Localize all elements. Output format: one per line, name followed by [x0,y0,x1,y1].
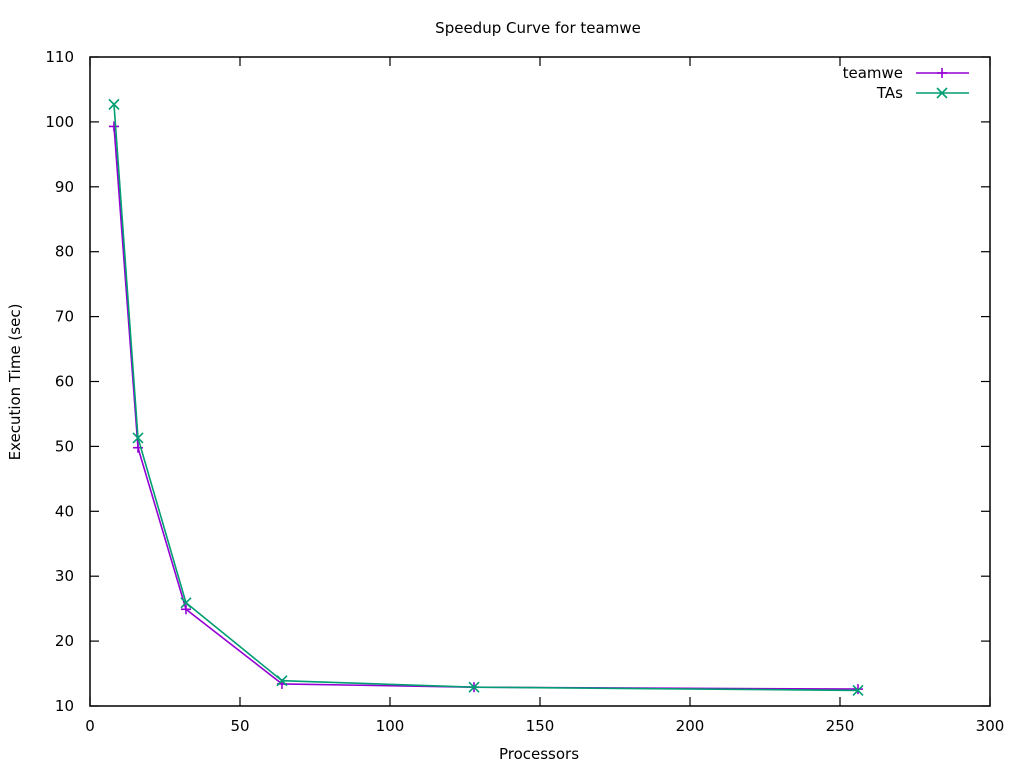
data-point [180,597,192,609]
y-axis-label: Execution Time (sec) [6,304,24,461]
x-tick-label: 50 [230,717,249,735]
y-tick-label: 80 [55,243,74,261]
legend-item: TAs [876,84,969,102]
y-tick-label: 90 [55,178,74,196]
y-tick-label: 20 [55,632,74,650]
y-tick-label: 30 [55,567,74,585]
series-tas [108,98,864,696]
series-teamwe [109,121,863,695]
chart-title: Speedup Curve for teamwe [435,19,641,37]
x-tick-label: 200 [676,717,705,735]
y-tick-label: 100 [45,113,74,131]
legend-label: TAs [876,84,903,102]
legend: teamwe TAs [843,64,969,102]
y-tick-label: 40 [55,502,74,520]
y-tick-label: 50 [55,437,74,455]
x-tick-label: 300 [976,717,1005,735]
x-axis-ticks: 0 50 100 150 200 250 300 [85,57,1004,735]
data-point [852,684,864,696]
legend-item: teamwe [843,64,969,82]
y-tick-label: 110 [45,48,74,66]
y-axis-ticks: 10 20 30 40 50 60 70 80 90 100 110 [45,48,990,715]
data-point [132,432,144,444]
x-tick-label: 0 [85,717,95,735]
y-tick-label: 10 [55,697,74,715]
data-point [108,98,120,110]
series-layer [108,98,864,696]
y-tick-label: 70 [55,308,74,326]
data-point [853,684,863,695]
legend-marker [936,87,948,99]
x-tick-label: 100 [376,717,405,735]
legend-marker [937,68,947,78]
data-point [109,121,119,132]
x-axis-label: Processors [499,745,579,763]
legend-label: teamwe [843,64,903,82]
series-line [113,104,859,692]
x-tick-label: 150 [526,717,555,735]
series-line [113,126,859,690]
plot-border [89,56,991,707]
data-point [181,604,191,615]
x-tick-label: 250 [826,717,855,735]
data-point [468,681,480,693]
y-tick-label: 60 [55,373,74,391]
data-point [276,675,288,687]
